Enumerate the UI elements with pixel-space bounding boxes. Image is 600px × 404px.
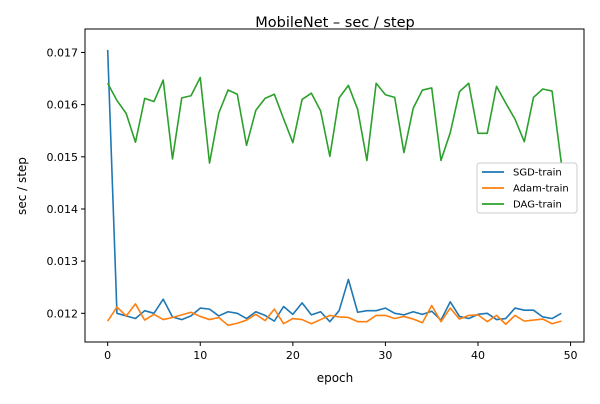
x-tick-label: 40 (471, 349, 485, 362)
x-tick-label: 20 (286, 349, 300, 362)
x-axis: 0 10 20 30 40 50 (104, 342, 578, 362)
legend-box (476, 162, 578, 214)
y-axis-label: sec / step (15, 157, 29, 215)
y-tick-label: 0.014 (47, 203, 79, 216)
x-tick-label: 0 (104, 349, 111, 362)
chart-title: MobileNet – sec / step (255, 15, 414, 31)
x-tick-label: 10 (193, 349, 207, 362)
y-tick-label: 0.017 (47, 46, 79, 59)
legend: SGD-train Adam-train DAG-train (476, 162, 578, 214)
series-line-dag-train (106, 76, 563, 164)
series-line-adam-train (107, 303, 562, 327)
legend-label-sgd: SGD-train (513, 168, 562, 179)
x-tick-label: 50 (564, 349, 578, 362)
x-tick-label: 30 (378, 349, 392, 362)
y-tick-label: 0.015 (47, 151, 79, 164)
plot-frame (84, 28, 585, 343)
y-tick-label: 0.012 (47, 307, 79, 320)
y-axis: 0.012 0.013 0.014 0.015 0.016 0.017 (47, 46, 85, 320)
y-tick-label: 0.013 (47, 255, 79, 268)
y-tick-label: 0.016 (47, 99, 79, 112)
x-axis-label: epoch (317, 371, 354, 385)
legend-label-dag: DAG-train (513, 200, 562, 211)
legend-label-adam: Adam-train (513, 184, 569, 195)
plot-lines (106, 49, 563, 327)
